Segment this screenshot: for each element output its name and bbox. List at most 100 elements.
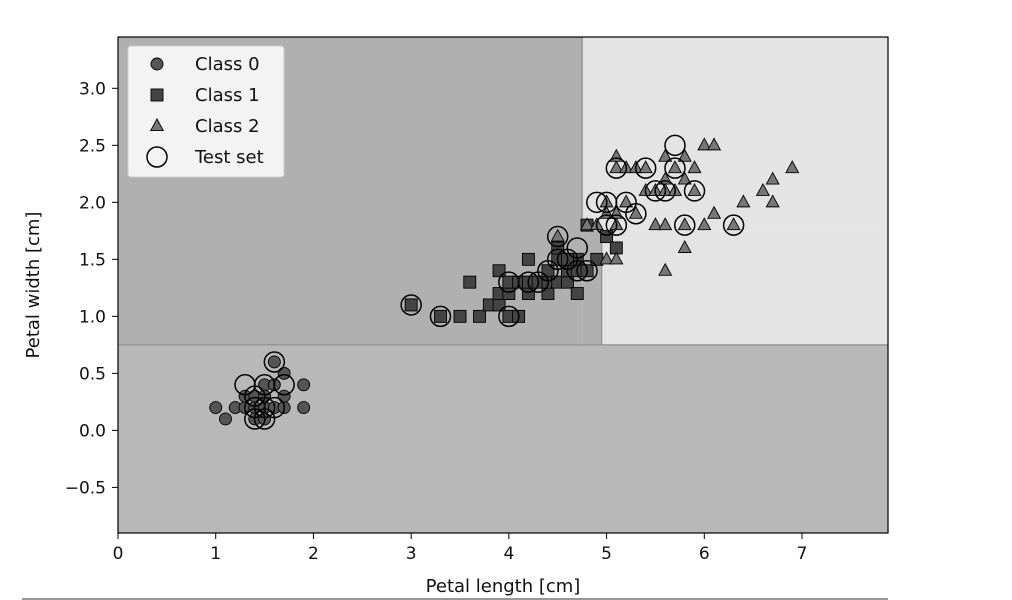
class-2-point [677,217,692,231]
class-2-point [707,137,722,151]
y-tick-label: 0.0 [79,421,106,441]
class-2-point [609,251,624,265]
x-tick-label: 2 [308,544,319,564]
test-set-point [253,396,276,419]
class-2-point [619,194,634,208]
x-axis-label: Petal length [cm] [426,576,581,597]
class-0-point [219,412,232,426]
class-2-point [658,217,673,231]
plot-frame [117,36,889,534]
class-2-point [677,148,692,162]
class-2-point [658,148,673,162]
test-set-point [674,214,696,236]
x-tick-label: 5 [601,544,612,564]
class-0-point [297,378,311,392]
legend: Class 0 Class 1 Class 2 Test set [127,45,285,178]
class-2-point [667,160,683,174]
x-tick-label: 6 [699,544,710,564]
test-set-point [498,305,520,328]
test-set-point [576,259,598,282]
class-2-point [755,182,770,196]
test-set-point [517,271,540,293]
class-2-point [736,194,751,208]
y-tick-label: 1.5 [79,250,106,270]
legend-marker-class-2 [149,118,165,132]
class-2-point [697,137,712,151]
y-tick-label: 1.0 [79,307,106,327]
test-set-point [263,351,286,373]
test-set-point [586,191,608,214]
decision-regions [118,37,888,533]
class-0-point [277,366,291,380]
test-set-point [625,202,647,225]
x-tick-label: 7 [797,544,808,564]
x-tick-label: 1 [210,544,221,564]
class-2-point [726,217,741,231]
test-set-point [429,305,452,328]
decision-region-class-1 [582,230,602,345]
test-set-point [546,225,569,248]
class-1-point [541,264,555,278]
class-2-point [579,217,595,231]
test-set-point [566,259,589,282]
test-set-point [400,294,422,316]
class-1-point [434,309,447,323]
decision-region-class-0 [118,344,888,533]
class-2-point [638,160,653,174]
x-tick-label: 0 [113,544,124,564]
legend-label-class-1: Class 1 [195,85,260,106]
y-tick-label: 3.0 [79,79,106,99]
class-1-point [404,298,418,312]
legend-box [127,45,285,178]
class-1-point [453,309,467,323]
class-2-point [550,228,565,242]
class-2-point [677,171,692,185]
class-2-point [658,262,673,276]
decision-region-class-2 [601,230,888,345]
class-2-point [687,160,702,174]
test-set-point [722,214,745,236]
test-set-point [634,157,657,179]
legend-marker-class-0 [150,57,164,71]
test-set-point [546,248,569,271]
data-points [209,137,800,426]
class-1-point [473,309,486,323]
legend-label-test-set: Test set [194,147,264,168]
test-set-point [654,180,676,202]
y-tick-label: −0.5 [65,478,106,498]
test-set-point [605,214,628,236]
class-1-point [521,252,535,266]
class-0-point [267,355,281,369]
class-0-point [209,401,223,415]
test-set-point [605,157,628,179]
class-2-point [697,217,712,231]
x-axis: 0 1 2 3 4 5 6 7 [113,533,808,564]
class-0-point [277,389,291,403]
class-1-point [492,298,506,312]
y-tick-label: 2.0 [79,193,106,213]
class-1-point [492,264,506,278]
class-1-point [521,287,535,301]
legend-label-class-2: Class 2 [195,116,260,137]
x-tick-label: 4 [503,544,514,564]
class-1-point [541,287,555,301]
class-2-point [687,182,702,196]
class-2-point [648,217,663,231]
class-1-point [600,230,614,243]
test-set-markers [234,134,745,430]
test-set-point [683,180,706,202]
class-1-point [502,287,516,301]
legend-label-class-0: Class 0 [195,54,260,75]
class-2-point [765,171,780,185]
test-set-point [595,214,618,236]
class-1-point [561,275,574,289]
test-set-point [263,396,286,419]
class-2-point [599,251,614,265]
test-set-point [664,157,686,179]
class-2-point [677,240,692,253]
y-tick-label: 0.5 [79,364,106,384]
test-set-point [664,134,686,157]
y-axis-label: Petal width [cm] [23,212,44,359]
y-axis: −0.5 0.0 0.5 1.0 1.5 2.0 2.5 3.0 [65,79,118,498]
